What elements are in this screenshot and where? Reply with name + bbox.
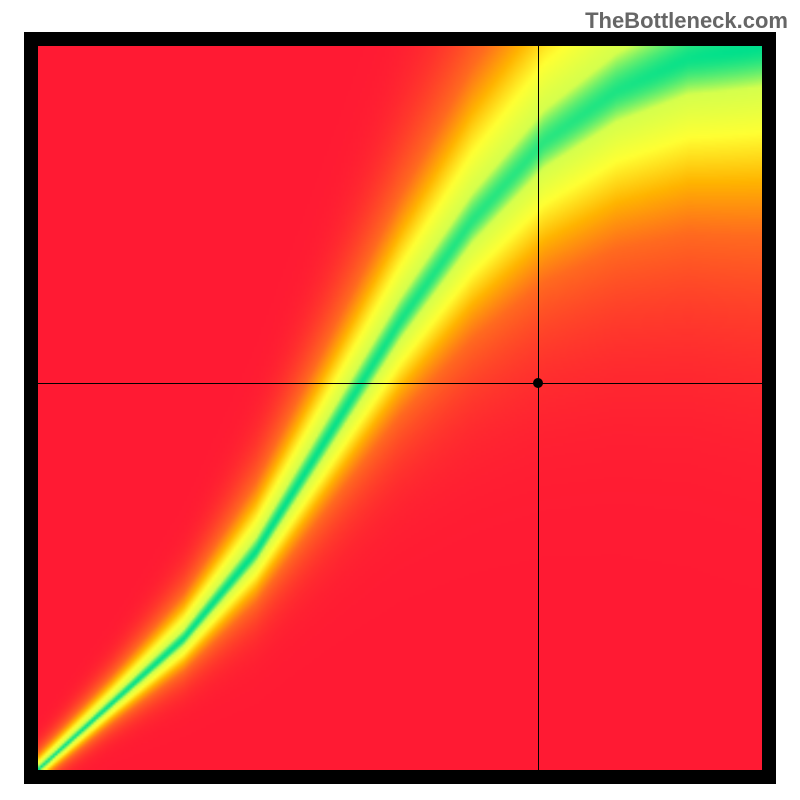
crosshair-vertical [538,46,539,770]
heatmap-plot-area [38,46,762,770]
crosshair-point [533,378,543,388]
crosshair-horizontal [38,383,762,384]
chart-container: TheBottleneck.com [0,0,800,800]
chart-frame [24,32,776,784]
watermark-text: TheBottleneck.com [585,8,788,34]
heatmap-canvas [38,46,762,770]
